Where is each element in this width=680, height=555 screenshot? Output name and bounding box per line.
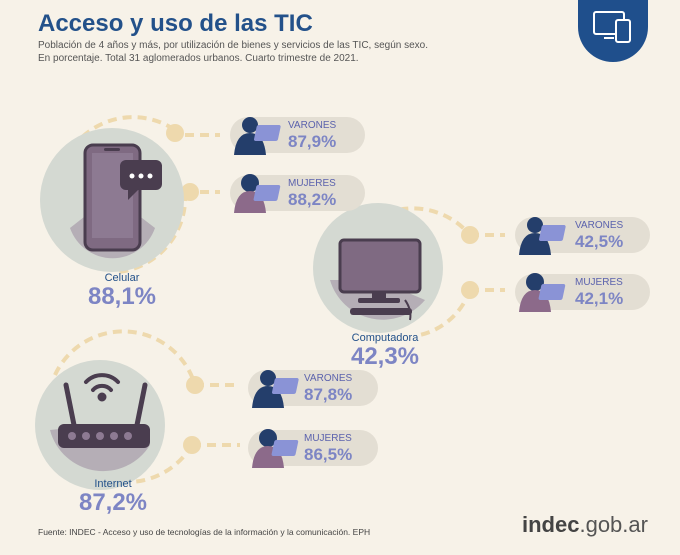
celular-mujeres-value: 88,2% bbox=[288, 190, 337, 209]
header-badge bbox=[578, 0, 648, 62]
woman-laptop-icon bbox=[252, 429, 299, 468]
internet-varones-pill: VARONES 87,8% bbox=[248, 370, 378, 408]
chat-bubble-icon bbox=[120, 160, 162, 200]
devices-icon bbox=[593, 11, 631, 43]
computadora-mujeres-value: 42,1% bbox=[575, 289, 624, 308]
router-icon bbox=[35, 360, 165, 490]
internet-varones-label: VARONES bbox=[304, 373, 353, 384]
internet-mujeres-label: MUJERES bbox=[304, 433, 352, 444]
man-laptop-icon bbox=[519, 217, 566, 255]
computadora-varones-label: VARONES bbox=[575, 220, 624, 231]
smartphone-icon bbox=[40, 128, 184, 272]
celular-value: 88,1% bbox=[87, 283, 157, 310]
computadora-varones-value: 42,5% bbox=[575, 232, 624, 251]
page-title: Acceso y uso de las TIC bbox=[38, 10, 313, 37]
internet-label: Internet bbox=[94, 478, 132, 490]
celular-varones-value: 87,9% bbox=[288, 132, 337, 151]
celular-mujeres-pill: MUJERES 88,2% bbox=[230, 174, 365, 213]
internet-mujeres-value: 86,5% bbox=[304, 445, 353, 464]
indec-logo[interactable]: indec.gob.ar bbox=[522, 512, 648, 538]
man-laptop-icon bbox=[252, 370, 299, 408]
celular-varones-pill: VARONES 87,9% bbox=[230, 117, 365, 155]
celular-label: Celular bbox=[104, 272, 140, 284]
logo-domain: .gob.ar bbox=[579, 512, 648, 537]
celular-mujeres-label: MUJERES bbox=[288, 178, 336, 189]
internet-value: 87,2% bbox=[78, 489, 148, 516]
computadora-label: Computadora bbox=[351, 332, 419, 344]
computadora-value: 42,3% bbox=[350, 343, 420, 370]
computadora-mujeres-pill: MUJERES 42,1% bbox=[515, 273, 650, 312]
internet-mujeres-pill: MUJERES 86,5% bbox=[248, 429, 378, 468]
celular-varones-label: VARONES bbox=[288, 120, 337, 131]
logo-bold: indec bbox=[522, 512, 580, 537]
source-note: Fuente: INDEC - Acceso y uso de tecnolog… bbox=[38, 527, 371, 537]
monitor-icon bbox=[313, 203, 443, 333]
computadora-varones-pill: VARONES 42,5% bbox=[515, 217, 650, 255]
subtitle-line-1: Población de 4 años y más, por utilizaci… bbox=[38, 40, 429, 51]
woman-laptop-icon bbox=[234, 174, 281, 213]
subtitle-line-2: En porcentaje. Total 31 aglomerados urba… bbox=[38, 53, 359, 64]
wifi-icon bbox=[84, 373, 120, 402]
computadora-mujeres-label: MUJERES bbox=[575, 277, 623, 288]
internet-connector-arc bbox=[53, 329, 197, 386]
man-laptop-icon bbox=[234, 117, 281, 155]
woman-laptop-icon bbox=[519, 273, 566, 312]
internet-varones-value: 87,8% bbox=[304, 385, 353, 404]
